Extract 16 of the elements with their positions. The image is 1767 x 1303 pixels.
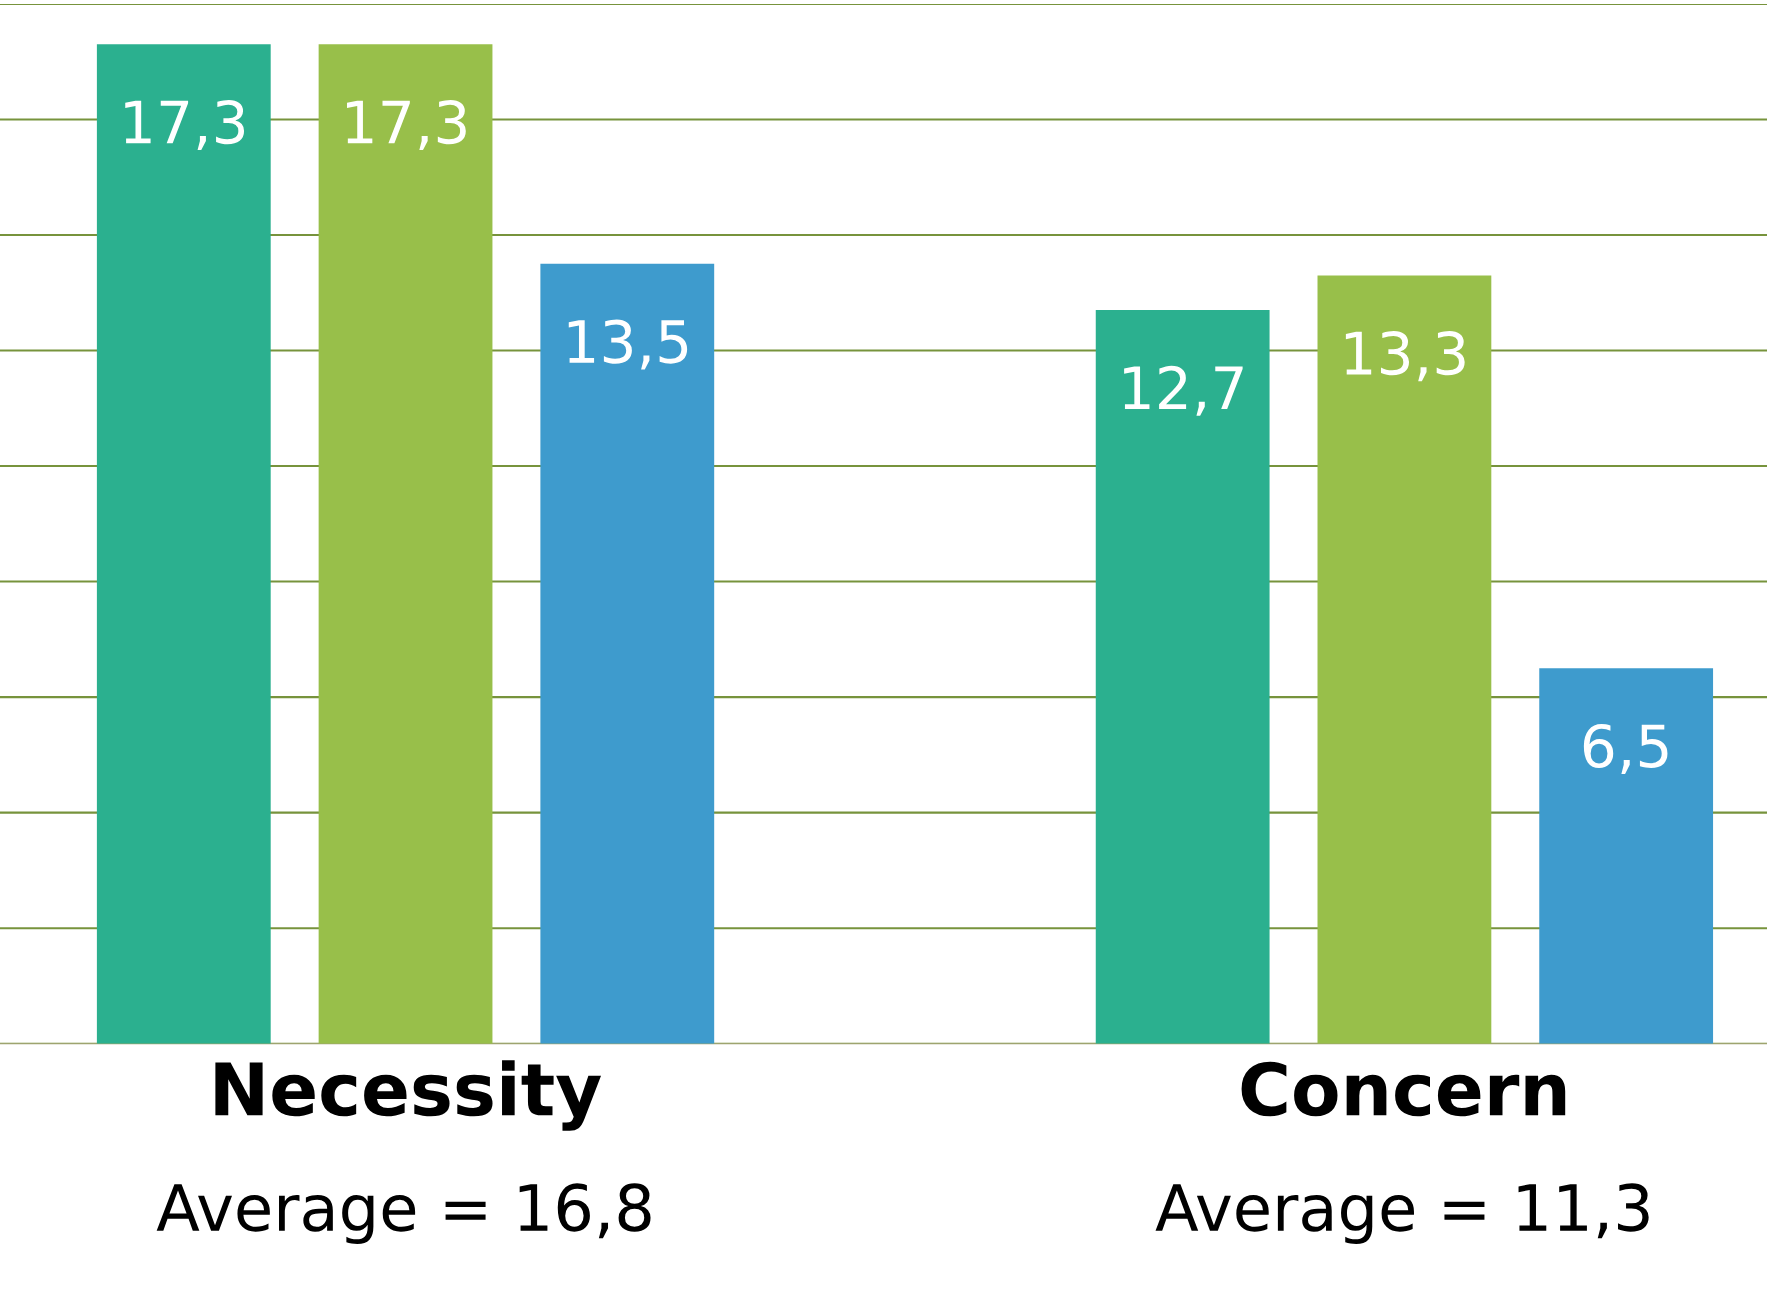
x-tick-label: Concern xyxy=(1241,1061,1566,1117)
bar xyxy=(318,44,493,1044)
x-tick-label: Necessity xyxy=(215,1060,602,1131)
data-label: 13,5 xyxy=(568,319,688,370)
bar xyxy=(1317,275,1492,1044)
bar xyxy=(96,44,271,1044)
text: Average = 11,3 xyxy=(1155,1183,1649,1245)
bar xyxy=(1095,310,1270,1044)
text: Average = 16,8 xyxy=(156,1183,651,1245)
data-label: 12,7 xyxy=(1124,365,1243,416)
data-label: 17,3 xyxy=(347,100,466,151)
bar xyxy=(1539,668,1714,1044)
bar xyxy=(540,263,715,1044)
data-label: 17,3 xyxy=(125,100,245,151)
data-label: 6,5 xyxy=(1583,723,1668,774)
data-label: 13,3 xyxy=(1345,331,1465,382)
